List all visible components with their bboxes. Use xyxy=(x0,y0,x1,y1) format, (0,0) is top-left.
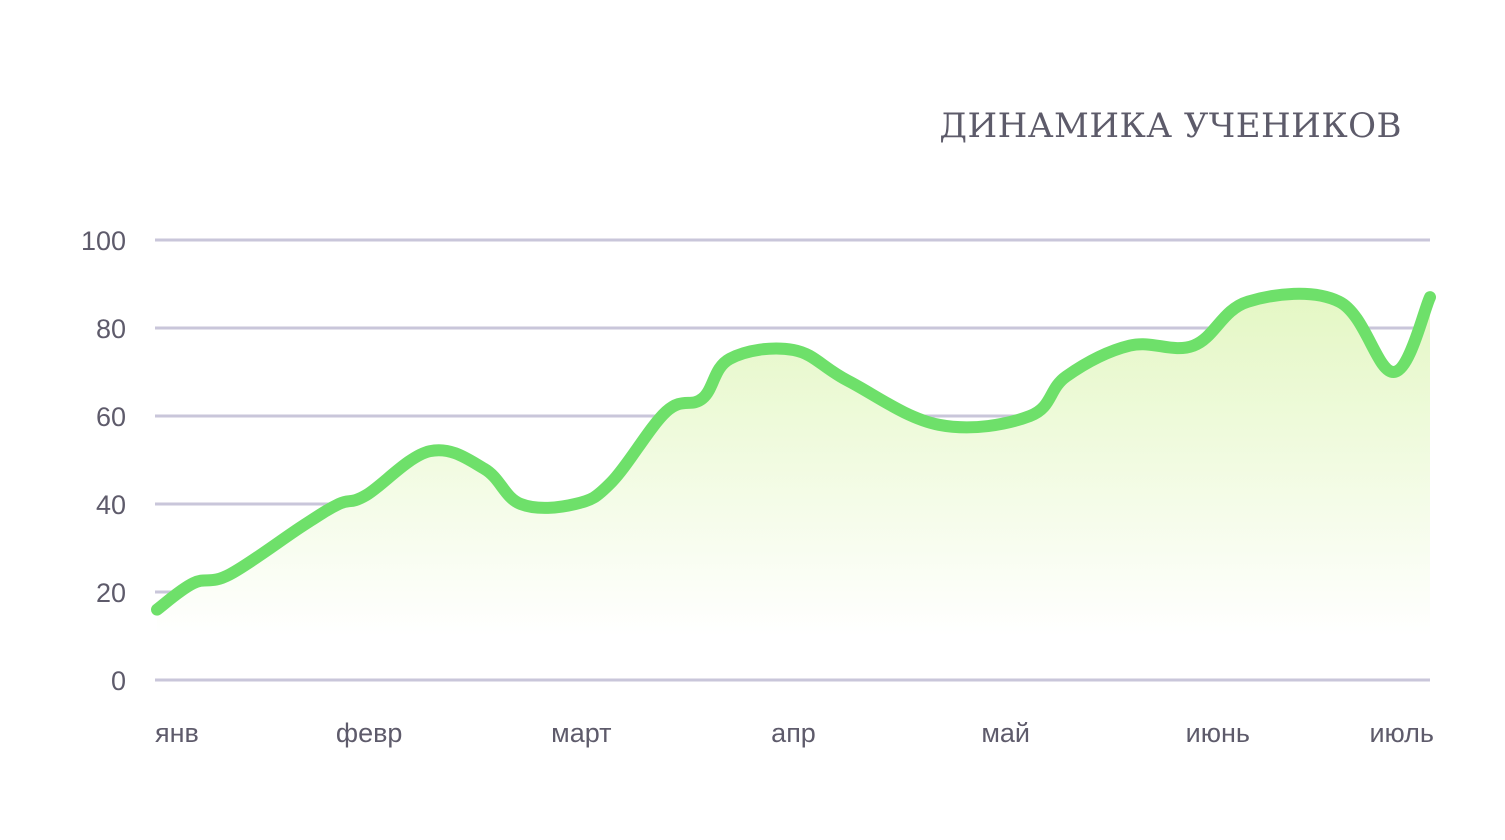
x-tick-label: май xyxy=(981,718,1030,748)
x-tick-label: янв xyxy=(155,718,199,748)
y-tick-label: 100 xyxy=(81,226,126,256)
x-tick-label: апр xyxy=(771,718,816,748)
x-tick-label: март xyxy=(551,718,611,748)
chart-title: ДИНАМИКА УЧЕНИКОВ xyxy=(939,106,1402,146)
y-tick-label: 20 xyxy=(96,578,126,608)
y-axis-ticks: 0 20 40 60 80 100 xyxy=(81,226,126,696)
x-axis-ticks: янв февр март апр май июнь июль xyxy=(155,718,1434,748)
y-tick-label: 80 xyxy=(96,314,126,344)
y-tick-label: 0 xyxy=(111,666,126,696)
series-line xyxy=(151,287,1436,616)
y-tick-label: 40 xyxy=(96,490,126,520)
y-tick-label: 60 xyxy=(96,402,126,432)
x-tick-label: июль xyxy=(1369,718,1434,748)
x-tick-label: февр xyxy=(336,718,403,748)
series-area xyxy=(157,293,1430,636)
x-tick-label: июнь xyxy=(1186,718,1250,748)
